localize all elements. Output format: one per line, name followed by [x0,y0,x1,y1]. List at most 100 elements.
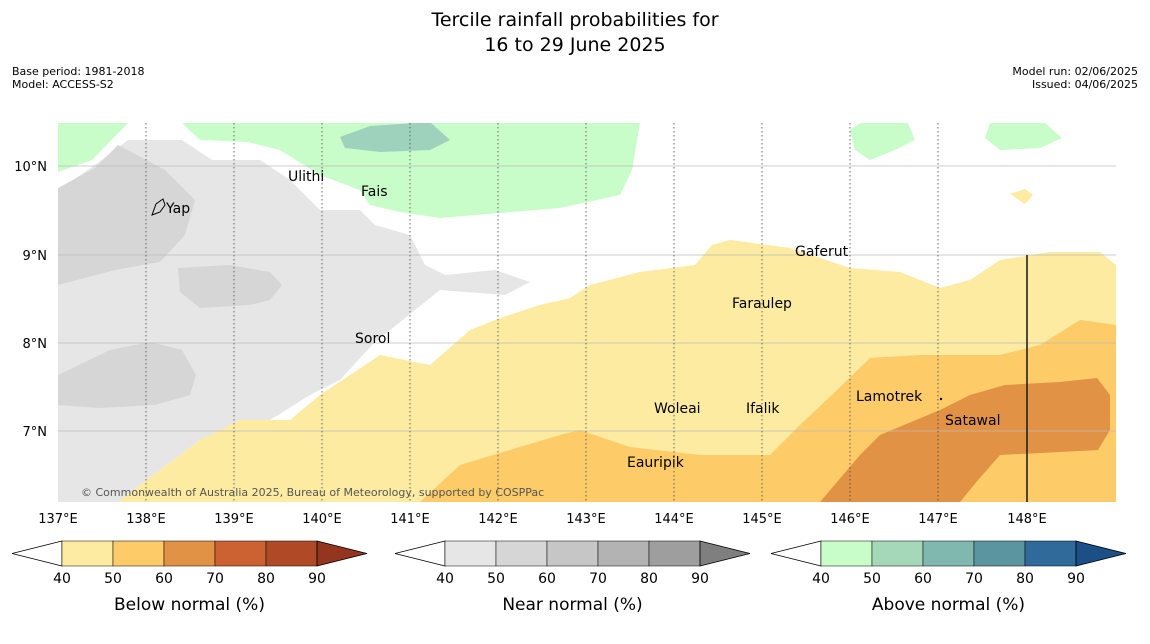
colorbar-title: Below normal (%) [114,595,265,615]
map-grid [58,123,1116,502]
colorbar-tick-label: 60 [155,571,173,587]
lon-labels: 137°E 138°E 139°E 140°E 141°E 142°E 143°… [38,512,1047,527]
colorbar-over-triangle [316,540,368,567]
lon-label: 146°E [830,512,870,527]
colorbar-title: Above normal (%) [872,595,1025,615]
colorbar-tick-label: 80 [257,571,275,587]
colorbar-swatch [820,540,873,567]
colorbar-tick-label: 70 [206,571,224,587]
colorbar-title: Near normal (%) [502,595,642,615]
colorbar-tick-label: 80 [1016,571,1034,587]
colorbar-swatch [973,540,1026,567]
lon-label: 148°E [1007,512,1047,527]
colorbar-over-triangle [699,540,751,567]
colorbar-tick-label: 80 [640,571,658,587]
place-ulithi: Ulithi [288,169,324,185]
lon-label: 140°E [302,512,342,527]
colorbar-swatch [546,540,599,567]
place-eauripik: Eauripik [627,455,685,471]
lon-label: 145°E [742,512,782,527]
title-line-2: 16 to 29 June 2025 [484,34,666,56]
colorbar-tick-label: 70 [965,571,983,587]
colorbar-tick-label: 90 [691,571,709,587]
place-lamotrek: Lamotrek [856,389,923,405]
above-normal-region [985,123,1062,150]
lat-labels: 10°N 9°N 8°N 7°N [14,160,47,440]
place-satawal: Satawal [945,413,1000,429]
colorbar-swatch [163,540,216,567]
yap-island-shape [151,198,166,216]
colorbar-tick-label: 90 [308,571,326,587]
colorbar-tick-label: 60 [538,571,556,587]
colorbar-tick-label: 60 [914,571,932,587]
legends: 40 50 60 70 80 90 Below normal (%) 40 50 60 70 80 90… [11,540,1127,615]
near-normal-50-region [178,265,282,308]
colorbar-tick-label: 50 [863,571,881,587]
colorbar-swatch [922,540,975,567]
lat-label: 10°N [14,160,47,175]
below-normal-60-region [820,378,1110,502]
colorbar-swatch [444,540,497,567]
place-labels: Yap Ulithi Fais Gaferut Faraulep Sorol W… [165,169,1000,471]
above-normal-region [58,123,128,172]
colorbar-tick-label: 40 [53,571,71,587]
colorbar-swatch [597,540,650,567]
colorbar-tick-label: 40 [436,571,454,587]
model-run: Model run: 02/06/2025 [1012,65,1138,78]
place-sorol: Sorol [355,331,390,347]
meta-right: Model run: 02/06/2025 Issued: 04/06/2025 [1012,65,1138,91]
issued-date: Issued: 04/06/2025 [1031,78,1138,91]
lon-label: 144°E [654,512,694,527]
colorbar-under-triangle [770,540,822,567]
lon-label: 139°E [214,512,254,527]
colorbar-swatch [214,540,267,567]
colorbar-under-triangle [394,540,446,567]
colorbar-tick-label: 90 [1067,571,1085,587]
colorbar-under-triangle [11,540,63,567]
colorbar-tick-label: 70 [589,571,607,587]
lon-label: 143°E [566,512,606,527]
colorbar-over-triangle [1075,540,1127,567]
model-name: Model: ACCESS-S2 [12,78,114,91]
colorbar-swatch [112,540,165,567]
lon-label: 147°E [918,512,958,527]
below-normal-region [1010,189,1033,204]
lon-label: 142°E [478,512,518,527]
lon-label: 141°E [390,512,430,527]
colorbar-tick-label: 50 [104,571,122,587]
lat-label: 7°N [23,425,48,440]
colorbar-swatch [871,540,924,567]
islet-dot [939,397,943,401]
colorbar-1: 40 50 60 70 80 90 Below normal (%) [11,540,368,615]
place-faraulep: Faraulep [732,296,792,312]
colorbar-swatch [61,540,114,567]
colorbar-tick-label: 40 [812,571,830,587]
colorbar-3: 40 50 60 70 80 90 Above normal (%) [770,540,1127,615]
lon-label: 138°E [126,512,166,527]
place-yap: Yap [165,201,190,217]
above-normal-50-region [340,123,450,152]
lat-label: 8°N [23,337,48,352]
colorbar-2: 40 50 60 70 80 90 Near normal (%) [394,540,751,615]
above-normal-region [850,123,915,160]
near-normal-50-region [58,145,195,285]
copyright-notice: © Commonwealth of Australia 2025, Bureau… [81,486,544,499]
lon-label: 137°E [38,512,78,527]
chart-title: Tercile rainfall probabilities for 16 to… [0,8,1150,58]
place-woleai: Woleai [654,401,701,417]
map-area [58,123,1116,502]
colorbar-swatch [495,540,548,567]
place-gaferut: Gaferut [795,244,849,260]
base-period: Base period: 1981-2018 [12,65,145,78]
place-ifalik: Ifalik [746,401,780,417]
title-line-1: Tercile rainfall probabilities for [431,9,719,31]
place-fais: Fais [361,184,388,200]
colorbar-tick-label: 50 [487,571,505,587]
above-normal-region [182,123,640,218]
colorbar-swatch [265,540,318,567]
lat-label: 9°N [23,249,48,264]
colorbar-swatch [1024,540,1077,567]
near-normal-50-region [58,342,196,408]
colorbar-swatch [648,540,701,567]
